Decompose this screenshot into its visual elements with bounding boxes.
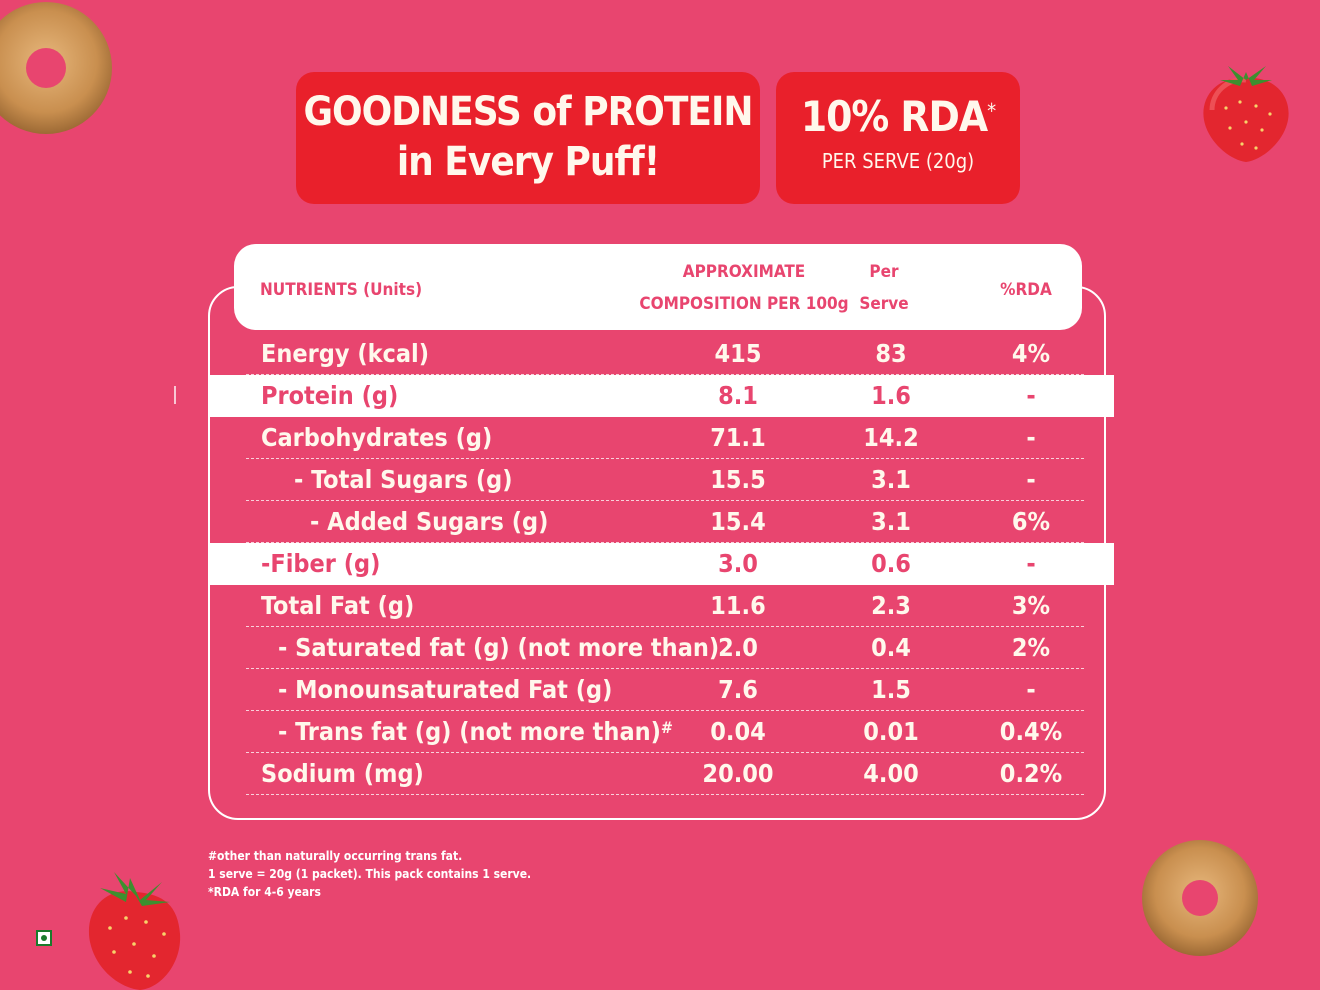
row-divider (246, 626, 1084, 627)
nutrient-name: Protein (g) (261, 381, 399, 410)
per-serve-value: 14.2 (863, 423, 919, 452)
rda-value: - (1026, 381, 1036, 410)
per100-value: 0.04 (710, 717, 766, 746)
nutrient-name: - Total Sugars (g) (294, 465, 513, 494)
strawberry-top-right (1203, 66, 1289, 162)
table-row-highlighted: -Fiber (g) 3.0 0.6 - (210, 543, 1114, 585)
nutrient-name: -Fiber (g) (261, 549, 381, 578)
table-row: Carbohydrates (g) 71.1 14.2 - (210, 417, 1114, 459)
row-divider (246, 752, 1084, 753)
trans-fat-hash: # (660, 718, 673, 737)
table-row: - Total Sugars (g) 15.5 3.1 - (210, 459, 1114, 501)
header-nutrients: NUTRIENTS (Units) (260, 280, 423, 300)
header-composition: APPROXIMATE COMPOSITION PER 100g (639, 262, 849, 314)
header-per-serve: Per Serve (859, 262, 909, 314)
per-serve-value: 3.1 (871, 465, 911, 494)
cereal-ring-bottom-right (1142, 840, 1258, 956)
rda-value: 3% (1011, 591, 1051, 620)
per100-value: 7.6 (718, 675, 758, 704)
per100-value: 71.1 (710, 423, 766, 452)
rda-value: - (1026, 549, 1036, 578)
footnotes: #other than naturally occurring trans fa… (208, 846, 531, 902)
row-divider (246, 668, 1084, 669)
table-row: Total Fat (g) 11.6 2.3 3% (210, 585, 1114, 627)
divider (174, 386, 176, 404)
rda-value: - (1026, 465, 1036, 494)
table-row: Energy (kcal) 415 83 4% (210, 333, 1114, 375)
headline-line1: GOODNESS of PROTEIN (303, 89, 753, 135)
headline-line2: in Every Puff! (396, 139, 660, 185)
rda-value: 0.2% (999, 759, 1063, 788)
headline-banner: GOODNESS of PROTEIN in Every Puff! (296, 72, 760, 204)
table-row: - Monounsaturated Fat (g) 7.6 1.5 - (210, 669, 1114, 711)
nutrient-name: Energy (kcal) (261, 339, 430, 368)
footnote-trans-fat: #other than naturally occurring trans fa… (208, 849, 463, 863)
per100-value: 20.00 (702, 759, 774, 788)
footnote-serve: 1 serve = 20g (1 packet). This pack cont… (208, 867, 532, 881)
row-divider (246, 710, 1084, 711)
per-serve-value: 2.3 (871, 591, 911, 620)
per-serve-value: 1.6 (871, 381, 911, 410)
per100-value: 3.0 (718, 549, 758, 578)
table-row: - Saturated fat (g) (not more than) 2.0 … (210, 627, 1114, 669)
per-serve-value: 1.5 (871, 675, 911, 704)
per-serve-value: 0.01 (863, 717, 919, 746)
table-row: - Trans fat (g) (not more than)# 0.04 0.… (210, 711, 1114, 753)
rda-value: - (1026, 423, 1036, 452)
row-divider (246, 500, 1084, 501)
header-rda: %RDA (1000, 280, 1052, 300)
nutrient-name: Total Fat (g) (261, 591, 415, 620)
footnote-rda: *RDA for 4-6 years (208, 885, 321, 899)
per-serve-value: 0.6 (871, 549, 911, 578)
nutrient-name: - Added Sugars (g) (310, 507, 549, 536)
per-serve-value: 0.4 (871, 633, 911, 662)
rda-asterisk: * (987, 99, 996, 123)
per100-value: 2.0 (718, 633, 758, 662)
nutrient-name: - Saturated fat (g) (not more than) (278, 633, 720, 662)
rda-value: 4% (1011, 339, 1051, 368)
rda-value: 10% RDA* (800, 92, 996, 141)
rda-value: 6% (1011, 507, 1051, 536)
nutrition-table-header: NUTRIENTS (Units) APPROXIMATE COMPOSITIO… (234, 244, 1082, 330)
per-serve-value: 4.00 (863, 759, 919, 788)
per100-value: 11.6 (710, 591, 766, 620)
rda-value: 2% (1011, 633, 1051, 662)
nutrient-name: - Trans fat (g) (not more than)# (278, 717, 673, 746)
veg-mark-icon (36, 930, 52, 946)
per100-value: 15.5 (710, 465, 766, 494)
row-divider (246, 458, 1084, 459)
per100-value: 15.4 (710, 507, 766, 536)
row-divider (246, 794, 1084, 795)
strawberry-bottom-left (88, 872, 181, 990)
rda-subtitle: PER SERVE (20g) (821, 149, 975, 173)
rda-value: - (1026, 675, 1036, 704)
per-serve-value: 83 (875, 339, 907, 368)
table-row: - Added Sugars (g) 15.4 3.1 6% (210, 501, 1114, 543)
nutrient-name: Carbohydrates (g) (261, 423, 493, 452)
nutrient-name: Sodium (mg) (261, 759, 424, 788)
per100-value: 415 (714, 339, 762, 368)
row-divider (246, 374, 1084, 375)
table-row: Sodium (mg) 20.00 4.00 0.2% (210, 753, 1114, 795)
table-row-highlighted: Protein (g) 8.1 1.6 - (210, 375, 1114, 417)
per-serve-value: 3.1 (871, 507, 911, 536)
rda-badge: 10% RDA* PER SERVE (20g) (776, 72, 1020, 204)
rda-value: 0.4% (999, 717, 1063, 746)
cereal-ring-top-left (0, 2, 112, 134)
nutrient-name: - Monounsaturated Fat (g) (278, 675, 613, 704)
per100-value: 8.1 (718, 381, 758, 410)
